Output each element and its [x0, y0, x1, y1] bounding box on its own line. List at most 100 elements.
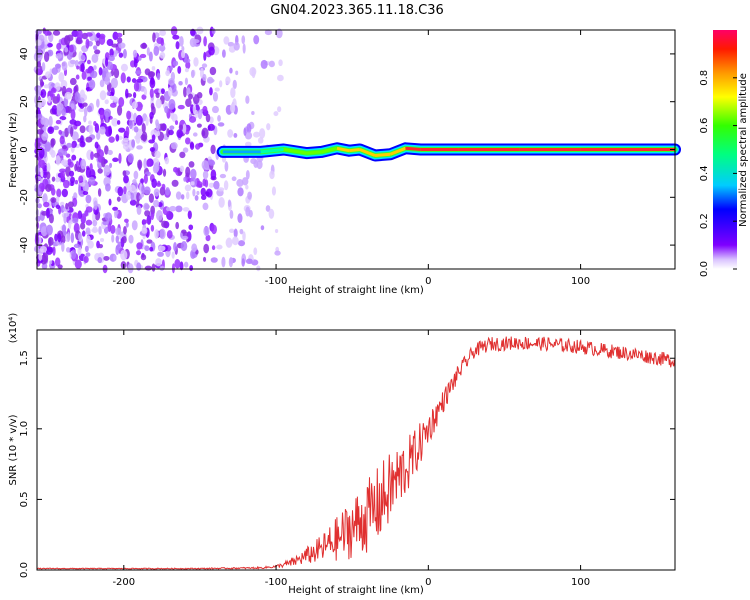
spectral-blob [207, 125, 211, 131]
spectral-blob [160, 88, 165, 95]
spectral-blob [136, 192, 141, 202]
spectral-blob [52, 30, 61, 36]
spectral-blob [208, 46, 215, 56]
spectral-blob [41, 61, 46, 72]
spectral-blob [208, 182, 215, 188]
spectral-blob [209, 66, 217, 76]
spectral-blob [89, 163, 93, 172]
spectral-blob [229, 67, 233, 74]
spectral-blob [161, 183, 166, 190]
spectral-blob [201, 160, 209, 170]
spectral-blob [224, 161, 229, 172]
spectral-blob [55, 53, 63, 59]
spectral-blob [156, 130, 161, 137]
spectral-blob [146, 239, 153, 244]
spectral-blob [56, 102, 64, 111]
spectral-blob [41, 131, 49, 141]
spectral-blob [37, 203, 42, 209]
spectral-blob [39, 159, 46, 169]
spectral-blob [80, 222, 86, 230]
snr-x-ticks: -200 -100 0 100 [112, 330, 590, 588]
spectral-blob [165, 70, 170, 77]
spectral-blob [210, 144, 216, 155]
spectral-blob [74, 179, 79, 185]
spectral-blob [173, 241, 177, 252]
spectral-blob [37, 61, 42, 68]
spectral-blob [122, 48, 127, 59]
spectral-blob [88, 120, 92, 125]
spectral-blob [40, 89, 47, 99]
spectral-blob [219, 80, 223, 88]
spectral-blob [166, 128, 170, 138]
spectral-blob [136, 205, 142, 216]
spectral-blob [45, 71, 51, 79]
spectral-blob [106, 61, 114, 70]
spectral-blob [170, 112, 175, 120]
spectral-blob [152, 32, 156, 43]
spectral-blob [208, 160, 216, 166]
spectral-blob [195, 181, 203, 188]
spectral-blob [60, 79, 68, 89]
spectral-blob [86, 59, 91, 65]
spectral-blob [85, 68, 93, 74]
ridge-segment [260, 148, 284, 154]
spectral-blob [117, 37, 123, 44]
spectral-blob [51, 104, 58, 115]
spectral-blob [88, 176, 96, 186]
spectral-blob [45, 246, 53, 255]
spectral-blob [112, 206, 119, 211]
spectral-blob [125, 185, 133, 191]
spectral-blob [168, 98, 176, 110]
spectral-blob [46, 207, 50, 219]
spectral-blob [67, 106, 72, 114]
snr-line-group [36, 336, 676, 570]
spectral-blob [58, 72, 65, 83]
spectral-blob [88, 124, 94, 135]
spectral-blob [243, 127, 247, 136]
spectral-blob [213, 180, 220, 190]
spectral-blob [181, 229, 187, 234]
spectral-blob [184, 67, 189, 73]
spectral-blob [181, 45, 185, 52]
spectral-blob [62, 179, 70, 189]
spectral-blob [157, 251, 164, 257]
spectral-blob [125, 126, 130, 137]
spectral-blob [133, 170, 139, 180]
spectral-blob [145, 116, 149, 126]
spectral-blob [185, 137, 191, 145]
spectral-blob [44, 29, 50, 36]
spectral-blob [136, 199, 140, 207]
spectral-blob [212, 91, 218, 102]
spectral-blob [201, 127, 209, 139]
spectral-blob [235, 70, 239, 76]
spectrogram-y-label: Frequency (Hz) [8, 112, 19, 188]
spectral-blob [202, 256, 207, 262]
spectral-blob [143, 186, 151, 195]
spectral-blob [71, 131, 79, 141]
spectral-blob [156, 182, 162, 187]
spectral-blob [90, 72, 94, 77]
spectral-blob [61, 241, 65, 253]
spectral-blob [151, 178, 157, 189]
spectral-blob [225, 76, 231, 85]
spectral-blob [118, 152, 122, 164]
spectral-blob [131, 139, 136, 148]
spectral-blob [256, 160, 263, 170]
spectral-blob [211, 245, 216, 251]
spectral-blob [126, 76, 131, 83]
spectral-blob [42, 171, 48, 179]
spectral-blob [51, 67, 58, 75]
y-tick-label: 20 [19, 95, 30, 108]
spectral-blob [69, 59, 77, 65]
spectral-blob [51, 176, 56, 182]
spectral-blob [116, 32, 123, 38]
spectral-blob [179, 165, 185, 173]
spectral-blob [141, 227, 148, 234]
spectral-blob [168, 86, 173, 97]
spectral-blob [48, 213, 54, 224]
spectral-blob [146, 47, 150, 56]
spectral-blob [54, 233, 58, 242]
spectral-blob [229, 209, 234, 219]
spectral-blob [55, 204, 61, 210]
y-tick-label: 0.0 [19, 562, 30, 578]
